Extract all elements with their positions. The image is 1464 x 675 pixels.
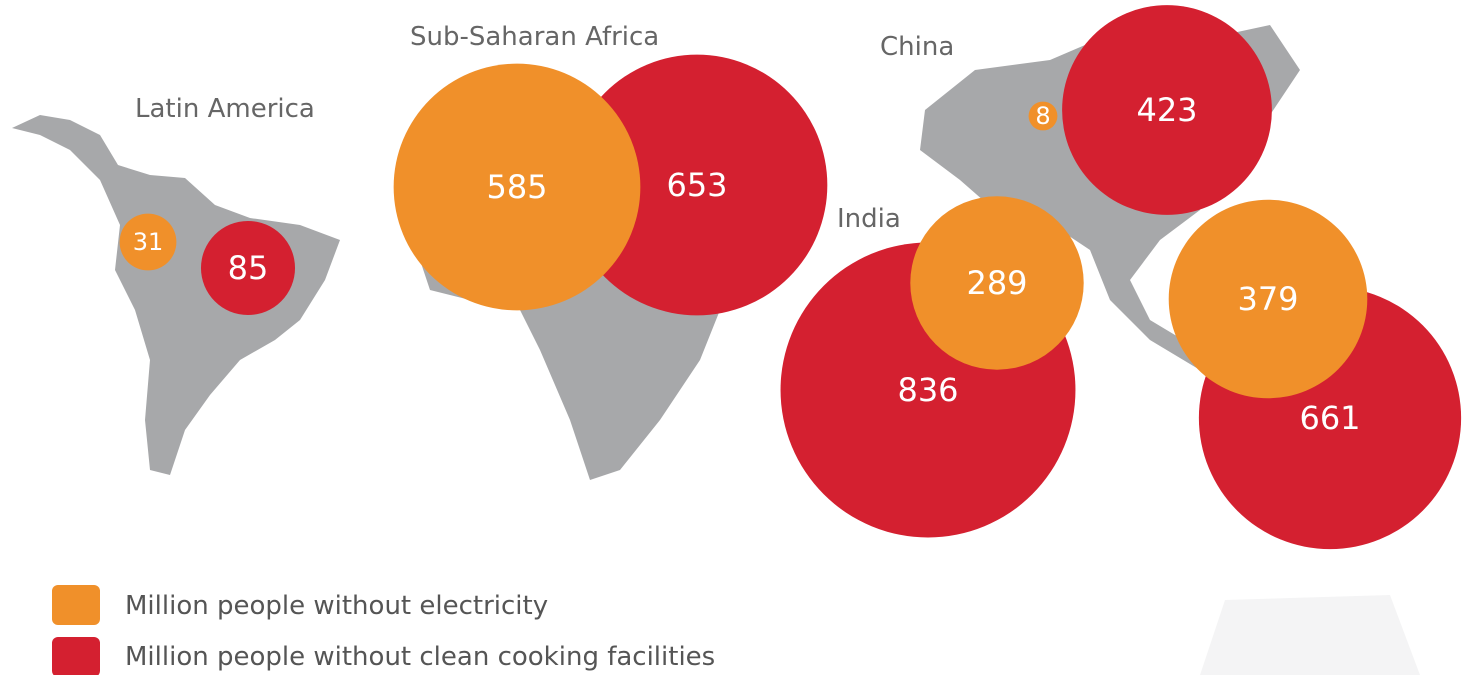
region-label: Latin America [135,94,315,124]
bubble-value: 85 [228,249,269,287]
legend-swatch-cooking [52,637,100,675]
bubble-value: 661 [1299,399,1360,437]
region-labels: Latin America Sub-Saharan Africa China Indi… [135,22,954,234]
region-label: Sub-Saharan Africa [410,22,659,52]
bubbles: 85 31 653 585 423 8 836 289 661 379 [119,5,1462,550]
cooking-bubble [200,220,296,316]
electricity-bubble [393,63,641,311]
legend-text: Million people without clean cooking fac… [125,642,715,672]
bubble-value: 31 [133,228,164,256]
bubble-value: 836 [897,371,958,409]
legend-swatch-electricity [52,585,100,625]
region-label: China [880,32,954,62]
bubble-value: 653 [666,166,727,204]
electricity-bubble [119,213,177,271]
electricity-bubble [1168,199,1368,399]
electricity-bubble [1028,101,1058,131]
bubble-value: 423 [1136,91,1197,129]
cooking-bubble [1062,5,1272,215]
bubble-value: 379 [1237,280,1298,318]
legend-text: Million people without electricity [125,591,548,621]
cooking-bubble [566,54,828,316]
latin-america-shape [12,115,340,475]
bubble-value: 585 [486,168,547,206]
bubble-value: 8 [1035,102,1050,130]
region-label: India [837,204,901,234]
electricity-bubble [910,196,1084,370]
bubble-value: 289 [966,264,1027,302]
watermark [1200,595,1420,675]
